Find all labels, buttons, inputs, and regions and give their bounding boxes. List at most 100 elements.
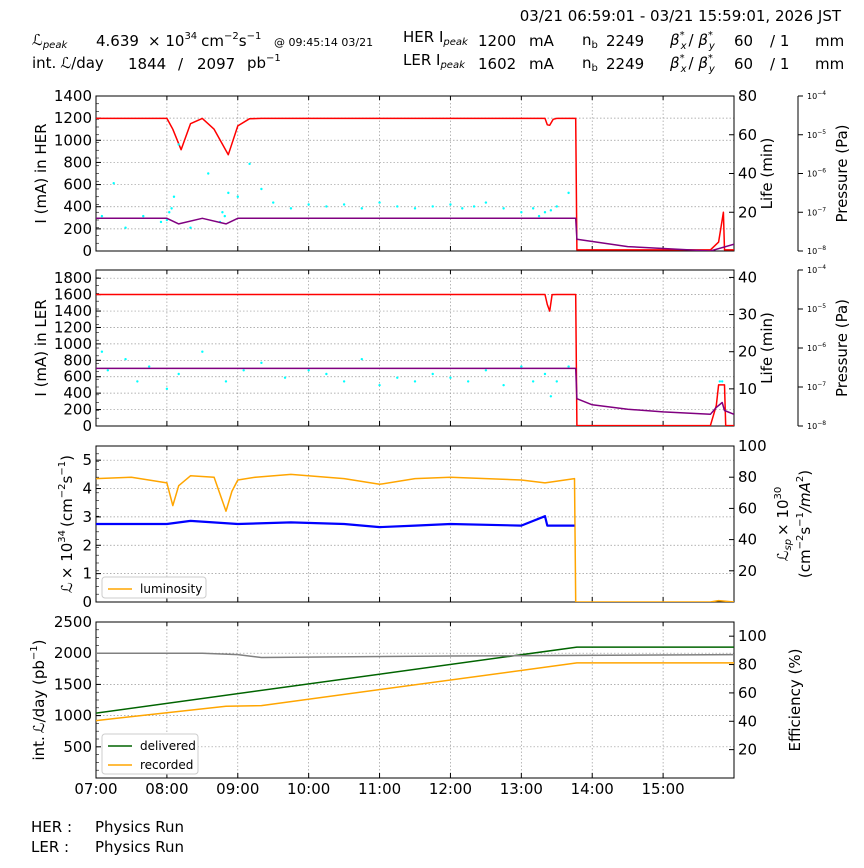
ler-ipeak: 1602 — [478, 55, 516, 73]
y2tick-label: 20 — [738, 741, 757, 759]
ytick-label: 5 — [82, 451, 92, 469]
ytick-label: 0 — [82, 242, 92, 260]
legend-label-recorded: recorded — [140, 758, 193, 772]
y2tick-label: 30 — [738, 306, 757, 324]
efficiency-series — [96, 652, 734, 659]
series-group — [96, 117, 734, 251]
panel-her: 0 200 400 600 800 1000 1200 1400 20 40 60 80 10−8 10−… — [32, 87, 851, 260]
y2tick-label: 40 — [738, 165, 757, 183]
lifetime-point — [461, 207, 464, 210]
axes-frame — [95, 269, 735, 427]
intl-value1: 1844 — [128, 55, 166, 73]
lifetime-point — [378, 383, 381, 387]
lifetime-point — [224, 380, 228, 383]
lifetime-point — [170, 207, 173, 210]
series-group — [96, 473, 734, 602]
lifetime-point — [142, 214, 145, 218]
y3tick-label: 10−5 — [807, 303, 826, 314]
her-beta-unit: mm — [815, 32, 844, 50]
her-run-label: HER : — [31, 818, 72, 836]
lifetime-point — [100, 350, 104, 353]
y2tick-label: 20 — [738, 562, 757, 580]
current-series — [96, 117, 734, 251]
y3tick-label: 10−7 — [807, 381, 826, 392]
y3tick-label: 10−6 — [807, 342, 826, 353]
y2tick-label: 80 — [738, 656, 757, 674]
ytick-label: 400 — [63, 384, 92, 402]
lifetime-point — [360, 357, 364, 361]
y2tick-label: 10 — [738, 380, 757, 398]
lifetime-point — [236, 195, 239, 198]
y2tick-label: 100 — [738, 437, 767, 455]
y2-label: Life (min) — [758, 138, 776, 210]
lifetime-point — [396, 205, 399, 208]
lifetime-point — [555, 205, 558, 208]
y3tick-label: 10−7 — [807, 206, 826, 217]
y3tick-label: 10−4 — [807, 264, 826, 275]
lifetime-point — [472, 205, 476, 208]
ler-nb-label: nb — [582, 54, 598, 74]
ytick-label: 1000 — [54, 131, 92, 149]
lifetime-point — [378, 201, 381, 204]
y2tick-label: 60 — [738, 126, 757, 144]
lifetime-point — [449, 203, 452, 206]
ytick-label: 600 — [63, 176, 92, 194]
chart-panels: 02004006008001000120014002040608010−810−… — [32, 87, 851, 798]
lifetime-point — [136, 380, 139, 383]
lifetime-point — [718, 380, 722, 383]
xtick-label: 09:00 — [216, 780, 259, 798]
lum-y2label: ℒsp× 1030 (cm−2s−1/mA2) — [773, 470, 814, 578]
luminosity-series — [96, 473, 734, 602]
intl-value2: 2097 — [197, 55, 235, 73]
y3tick-label: 10−5 — [807, 129, 826, 140]
ler-nb: 2249 — [606, 55, 644, 73]
lifetime-point — [307, 203, 310, 206]
ytick-label: 1000 — [54, 707, 92, 725]
lifetime-point — [223, 214, 226, 218]
her-nb-label: nb — [582, 31, 598, 51]
lifetime-point — [124, 357, 127, 361]
y2tick-label: 80 — [738, 87, 757, 105]
int-ylabel-text: int.ℒ/day (pb−1) — [29, 639, 48, 760]
her-run-status: Physics Run — [95, 818, 184, 836]
lifetime-point — [227, 191, 230, 195]
ytick-label: 1500 — [54, 675, 92, 693]
lum-ylabel-text: ℒ× 1034(cm−2s−1) — [57, 455, 76, 593]
lifetime-point — [484, 201, 488, 204]
lifetime-point — [307, 369, 310, 372]
lpeak-unit: × 1034 cm−2s−1 — [148, 31, 261, 50]
her-nb: 2249 — [606, 32, 644, 50]
delivered-series — [96, 646, 734, 714]
lifetime-point — [720, 380, 724, 383]
lifetime-point — [543, 372, 547, 376]
xtick-label: 11:00 — [358, 780, 401, 798]
lifetime-point — [189, 226, 192, 229]
y2-label: Efficiency (%) — [786, 649, 804, 752]
y-label: I (mA) in HER — [32, 123, 50, 223]
ytick-label: 1200 — [54, 109, 92, 127]
ytick-label: 400 — [63, 198, 92, 216]
her-ipeak-unit: mA — [529, 32, 555, 50]
lifetime-point — [100, 214, 104, 218]
ytick-label: 800 — [63, 351, 92, 369]
ler-beta-unit: mm — [815, 55, 844, 73]
y2tick-label: 20 — [738, 343, 757, 361]
lifetime-point — [449, 376, 452, 379]
y2tick-label: 60 — [738, 684, 757, 702]
xtick-label: 12:00 — [429, 780, 472, 798]
current-series — [96, 293, 734, 426]
ytick-label: 1600 — [54, 286, 92, 304]
xtick-label: 10:00 — [287, 780, 330, 798]
xtick-label: 15:00 — [641, 780, 684, 798]
lifetime-point — [531, 207, 535, 210]
ler-beta: 60 — [734, 55, 753, 73]
lpeak-time: @ 09:45:14 03/21 — [274, 36, 373, 49]
xtick-label: 14:00 — [571, 780, 614, 798]
pressure-series — [96, 217, 734, 251]
xtick-label: 13:00 — [500, 780, 543, 798]
lifetime-point — [342, 203, 346, 206]
axes-frame — [95, 621, 735, 779]
ytick-label: 3 — [82, 508, 92, 526]
lifetime-point — [502, 207, 505, 210]
ytick-label: 1 — [82, 565, 92, 583]
